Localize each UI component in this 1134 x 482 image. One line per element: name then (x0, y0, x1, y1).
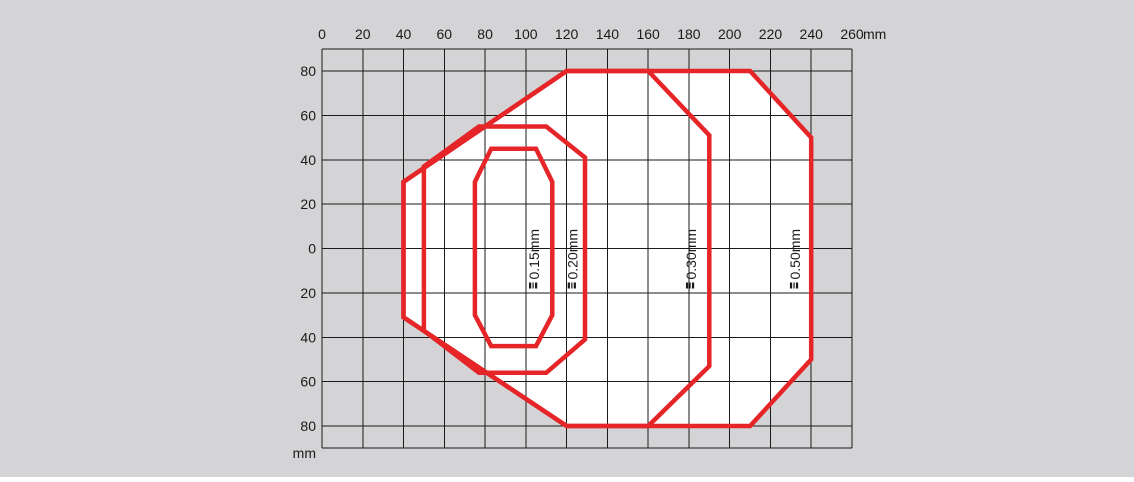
zone-outlines-layer (401, 68, 814, 429)
zone-label-text: 0.50mm (787, 229, 803, 280)
zone-label-0-15mm: 0.15mm (526, 229, 542, 289)
x-tick-label: 160 (636, 26, 660, 42)
x-tick-label: 220 (759, 26, 783, 42)
y-tick-label: 0 (308, 241, 316, 257)
zone-labels-layer: 0.15mm 0.20mm 0.30mm 0.50mm (526, 229, 803, 289)
barcode-icon (567, 282, 576, 289)
x-tick-label: 200 (718, 26, 742, 42)
y-tick-label: 40 (300, 152, 316, 168)
y-tick-label: 80 (300, 63, 316, 79)
y-tick-label: 80 (300, 418, 316, 434)
x-tick-label: 80 (477, 26, 493, 42)
barcode-icon (685, 282, 695, 289)
x-tick-label: 240 (800, 26, 824, 42)
zone-label-text: 0.15mm (526, 229, 542, 280)
x-tick-label: 60 (437, 26, 453, 42)
x-tick-label: 0 (318, 26, 326, 42)
barcode-icon (789, 282, 799, 289)
x-tick-label: 120 (555, 26, 579, 42)
x-tick-label: 100 (514, 26, 538, 42)
y-tick-label: 60 (300, 107, 316, 123)
zone-label-text: 0.30mm (683, 229, 699, 280)
y-tick-label: 40 (300, 329, 316, 345)
zone-label-0-30mm: 0.30mm (683, 229, 699, 289)
grid-layer (321, 48, 853, 449)
x-tick-label: 40 (396, 26, 412, 42)
y-tick-label: 60 (300, 374, 316, 390)
y-unit-label: mm (293, 445, 316, 461)
barcode-icon (529, 282, 538, 289)
zone-label-0-50mm: 0.50mm (787, 229, 803, 289)
zone-label-0-20mm: 0.20mm (565, 229, 581, 289)
y-tick-label: 20 (300, 196, 316, 212)
x-unit-label: mm (863, 26, 886, 42)
x-tick-label: 20 (355, 26, 371, 42)
x-tick-label: 140 (596, 26, 620, 42)
y-tick-labels: 80 60 40 20 0 20 40 60 80 (300, 63, 316, 434)
zone-label-text: 0.20mm (565, 229, 581, 280)
zone-outline-0-50mm (401, 68, 814, 429)
y-tick-label: 20 (300, 285, 316, 301)
x-tick-labels: 0 20 40 60 80 100 120 140 160 180 200 220 240 260 (318, 26, 864, 42)
x-tick-label: 180 (677, 26, 701, 42)
x-tick-label: 260 (840, 26, 864, 42)
zone-outline-0-15mm (472, 146, 555, 349)
